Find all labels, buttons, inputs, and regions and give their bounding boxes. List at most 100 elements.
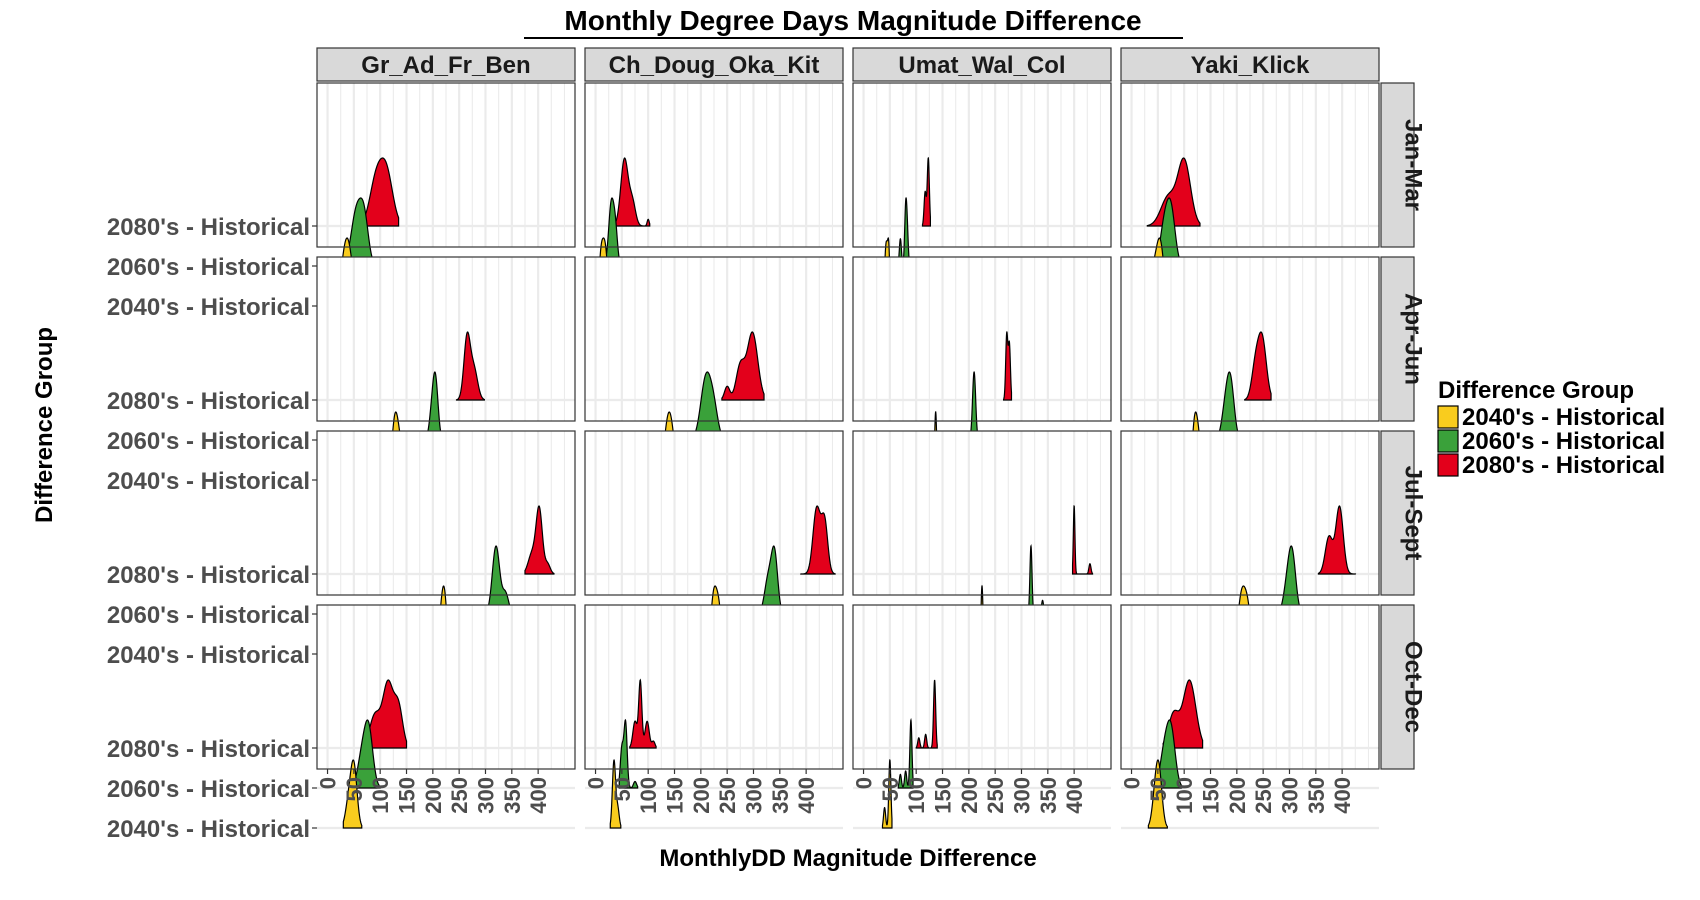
x-tick-label: 250 — [715, 777, 740, 814]
strip-right-label: Oct-Dec — [1400, 641, 1427, 733]
y-tick-label: 2080's - Historical — [107, 562, 310, 589]
legend-swatch — [1437, 453, 1459, 477]
facet-panel — [852, 604, 1112, 830]
density-ridge — [346, 197, 375, 267]
chart-title: Monthly Degree Days Magnitude Difference — [564, 5, 1141, 36]
panel-border — [316, 430, 576, 596]
panel-border — [584, 430, 844, 596]
x-tick-label: 300 — [1009, 777, 1034, 814]
x-tick-label: 0 — [1120, 777, 1145, 789]
density-ridge — [618, 718, 639, 789]
panel-border — [1120, 82, 1380, 248]
density-ridge — [524, 505, 555, 575]
density-ridge — [1002, 330, 1013, 401]
panel-border — [316, 604, 576, 770]
x-tick-label: 0 — [316, 777, 341, 789]
legend-label: 2080's - Historical — [1462, 452, 1665, 479]
legend: Difference Group 2040's - Historical2060… — [1437, 377, 1665, 479]
strip-right — [1380, 256, 1415, 422]
strip-top — [584, 47, 844, 82]
facet-panel — [316, 604, 576, 830]
x-tick-label: 400 — [1330, 777, 1355, 814]
density-ridge — [629, 678, 657, 749]
legend-swatch — [1437, 405, 1459, 429]
facet-panel — [852, 256, 1112, 482]
density-ridge — [484, 545, 513, 615]
density-ridge — [1317, 505, 1356, 575]
x-tick-label: 0 — [584, 777, 609, 789]
x-tick-label: 300 — [741, 777, 766, 814]
density-ridge — [800, 505, 836, 575]
y-axis-title: Difference Group — [31, 327, 58, 523]
density-ridge — [342, 759, 363, 829]
facet-panel — [316, 430, 576, 656]
panel-border — [584, 82, 844, 248]
y-tick-label: 2080's - Historical — [107, 736, 310, 763]
x-tick-label: 150 — [395, 777, 420, 814]
density-ridge — [1244, 331, 1272, 401]
x-tick-label: 200 — [421, 777, 446, 814]
strip-right-label: Jul-Sept — [1400, 466, 1427, 561]
strip-top-label: Gr_Ad_Fr_Ben — [361, 52, 530, 79]
strip-top — [852, 47, 1112, 82]
facet-panel — [316, 256, 576, 482]
density-ridge — [605, 197, 622, 267]
strip-right — [1380, 604, 1415, 770]
strip-top — [316, 47, 576, 82]
y-tick-label: 2080's - Historical — [107, 388, 310, 415]
y-tick-label: 2060's - Historical — [107, 602, 310, 629]
density-ridge — [1146, 157, 1201, 227]
strip-top-label: Ch_Doug_Oka_Kit — [609, 52, 820, 79]
panel-border — [852, 82, 1112, 248]
x-tick-label: 350 — [1036, 777, 1061, 814]
x-tick-label: 400 — [526, 777, 551, 814]
x-tick-label: 200 — [1225, 777, 1250, 814]
strip-top-label: Yaki_Klick — [1191, 52, 1310, 79]
panel-border — [1120, 256, 1380, 422]
x-tick-label: 200 — [689, 777, 714, 814]
strip-top-label: Umat_Wal_Col — [898, 52, 1065, 79]
density-ridge — [613, 157, 651, 227]
x-tick-label: 50 — [342, 777, 367, 801]
x-tick-label: 100 — [368, 777, 393, 814]
x-tick-label: 350 — [1304, 777, 1329, 814]
density-ridge — [609, 759, 622, 829]
x-tick-label: 350 — [768, 777, 793, 814]
density-ridge — [1147, 759, 1168, 829]
panel-border — [852, 256, 1112, 422]
x-tick-label: 150 — [1199, 777, 1224, 814]
x-tick-label: 350 — [500, 777, 525, 814]
y-tick-label: 2080's - Historical — [107, 214, 310, 241]
panel-border — [584, 604, 844, 770]
x-tick-label: 300 — [1277, 777, 1302, 814]
density-ridge — [360, 157, 400, 227]
density-ridge — [897, 717, 914, 789]
facet-panel — [852, 82, 1112, 308]
strip-right — [1380, 82, 1415, 248]
y-tick-label: 2060's - Historical — [107, 776, 310, 803]
x-axis-title: MonthlyDD Magnitude Difference — [659, 845, 1036, 872]
x-tick-label: 300 — [473, 777, 498, 814]
panel-border — [1120, 604, 1380, 770]
facet-panel — [584, 604, 844, 830]
panel-border — [316, 82, 576, 248]
y-tick-label: 2040's - Historical — [107, 468, 310, 495]
facet-panel — [1120, 430, 1380, 656]
x-tick-label: 50 — [610, 777, 635, 801]
x-tick-label: 250 — [447, 777, 472, 814]
x-tick-label: 100 — [904, 777, 929, 814]
density-ridge — [921, 156, 931, 227]
density-ridge — [455, 331, 486, 401]
y-tick-label: 2060's - Historical — [107, 254, 310, 281]
density-ridge — [721, 331, 765, 401]
x-tick-label: 50 — [1146, 777, 1171, 801]
legend-title: Difference Group — [1438, 377, 1634, 404]
facet-grid: Gr_Ad_Fr_Ben Ch_Doug_Oka_Kit Umat_Wal_Col Y… — [107, 47, 1427, 843]
density-ridge — [1278, 545, 1304, 615]
strip-right — [1380, 430, 1415, 596]
panel-border — [1120, 430, 1380, 596]
strip-right-label: Jan-Mar — [1400, 119, 1427, 211]
facet-panel — [1120, 604, 1380, 830]
legend-swatch — [1437, 429, 1459, 453]
